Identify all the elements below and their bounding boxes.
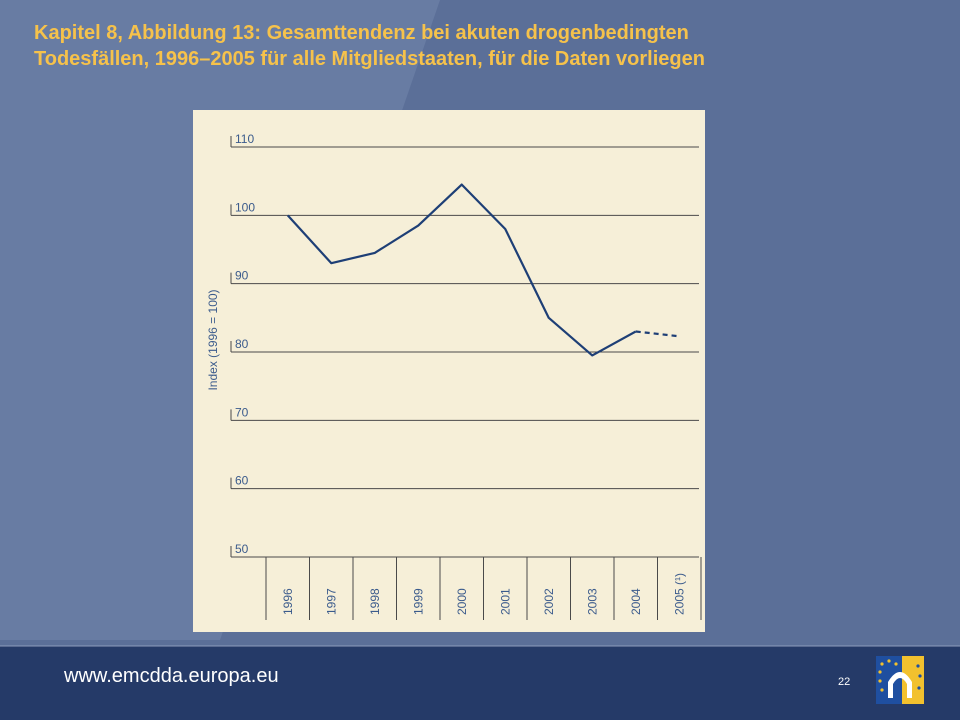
line-chart: 110 100 90 80 70 60 50 1996 1997 1998 1999 2000 200… bbox=[206, 132, 702, 620]
x-tick-label: 2000 bbox=[455, 588, 469, 615]
x-tick-label: 1996 bbox=[281, 588, 295, 615]
slide-title-line-2: Todesfällen, 1996–2005 für alle Mitglied… bbox=[34, 48, 705, 70]
series-line-projected bbox=[635, 330, 680, 338]
page-number: 22 bbox=[838, 676, 851, 688]
logo-star-icon bbox=[887, 659, 891, 663]
y-tick-label: 110 bbox=[235, 132, 254, 146]
emcdda-logo bbox=[876, 656, 924, 704]
x-tick-labels: 1996 1997 1998 1999 2000 2001 2002 2003 2004 2005… bbox=[281, 573, 687, 615]
logo-star-icon bbox=[918, 674, 922, 678]
y-tick-label: 60 bbox=[235, 474, 249, 488]
x-tick-label: 1999 bbox=[411, 588, 425, 615]
x-tick-label: 2005 (¹) bbox=[672, 573, 686, 615]
logo-star-icon bbox=[917, 686, 921, 690]
logo-star-icon bbox=[894, 662, 898, 666]
y-tick-label: 80 bbox=[235, 337, 249, 351]
y-tick-label: 70 bbox=[235, 405, 249, 419]
slide-title-line-1: Kapitel 8, Abbildung 13: Gesamttendenz b… bbox=[34, 22, 689, 44]
y-tick-label: 90 bbox=[235, 269, 249, 283]
y-tick-label: 100 bbox=[235, 200, 255, 214]
x-tick-label: 2003 bbox=[585, 588, 599, 615]
x-tick-label: 2001 bbox=[498, 588, 512, 615]
series-line bbox=[286, 183, 637, 357]
logo-arch-icon bbox=[888, 672, 912, 698]
x-tick-label: 2004 bbox=[629, 588, 643, 615]
logo-star-icon bbox=[880, 688, 884, 692]
chart-panel: 110 100 90 80 70 60 50 1996 1997 1998 1999 2000 200… bbox=[193, 110, 705, 632]
y-tick-label: 50 bbox=[235, 542, 249, 556]
slide-title: Kapitel 8, Abbildung 13: Gesamttendenz b… bbox=[34, 20, 934, 72]
logo-star-icon bbox=[878, 670, 882, 674]
x-tick-label: 1997 bbox=[324, 588, 338, 615]
y-axis-label: Index (1996 = 100) bbox=[206, 289, 220, 390]
footer-url[interactable]: www.emcdda.europa.eu bbox=[64, 665, 279, 687]
grid-layer bbox=[230, 136, 702, 620]
y-tick-labels: 110 100 90 80 70 60 50 bbox=[235, 132, 255, 556]
logo-star-icon bbox=[878, 679, 882, 683]
series-layer bbox=[286, 183, 680, 357]
x-tick-label: 2002 bbox=[542, 588, 556, 615]
footer-bar bbox=[0, 646, 960, 720]
x-tick-label: 1998 bbox=[368, 588, 382, 615]
logo-star-icon bbox=[916, 664, 920, 668]
logo-star-icon bbox=[880, 662, 884, 666]
